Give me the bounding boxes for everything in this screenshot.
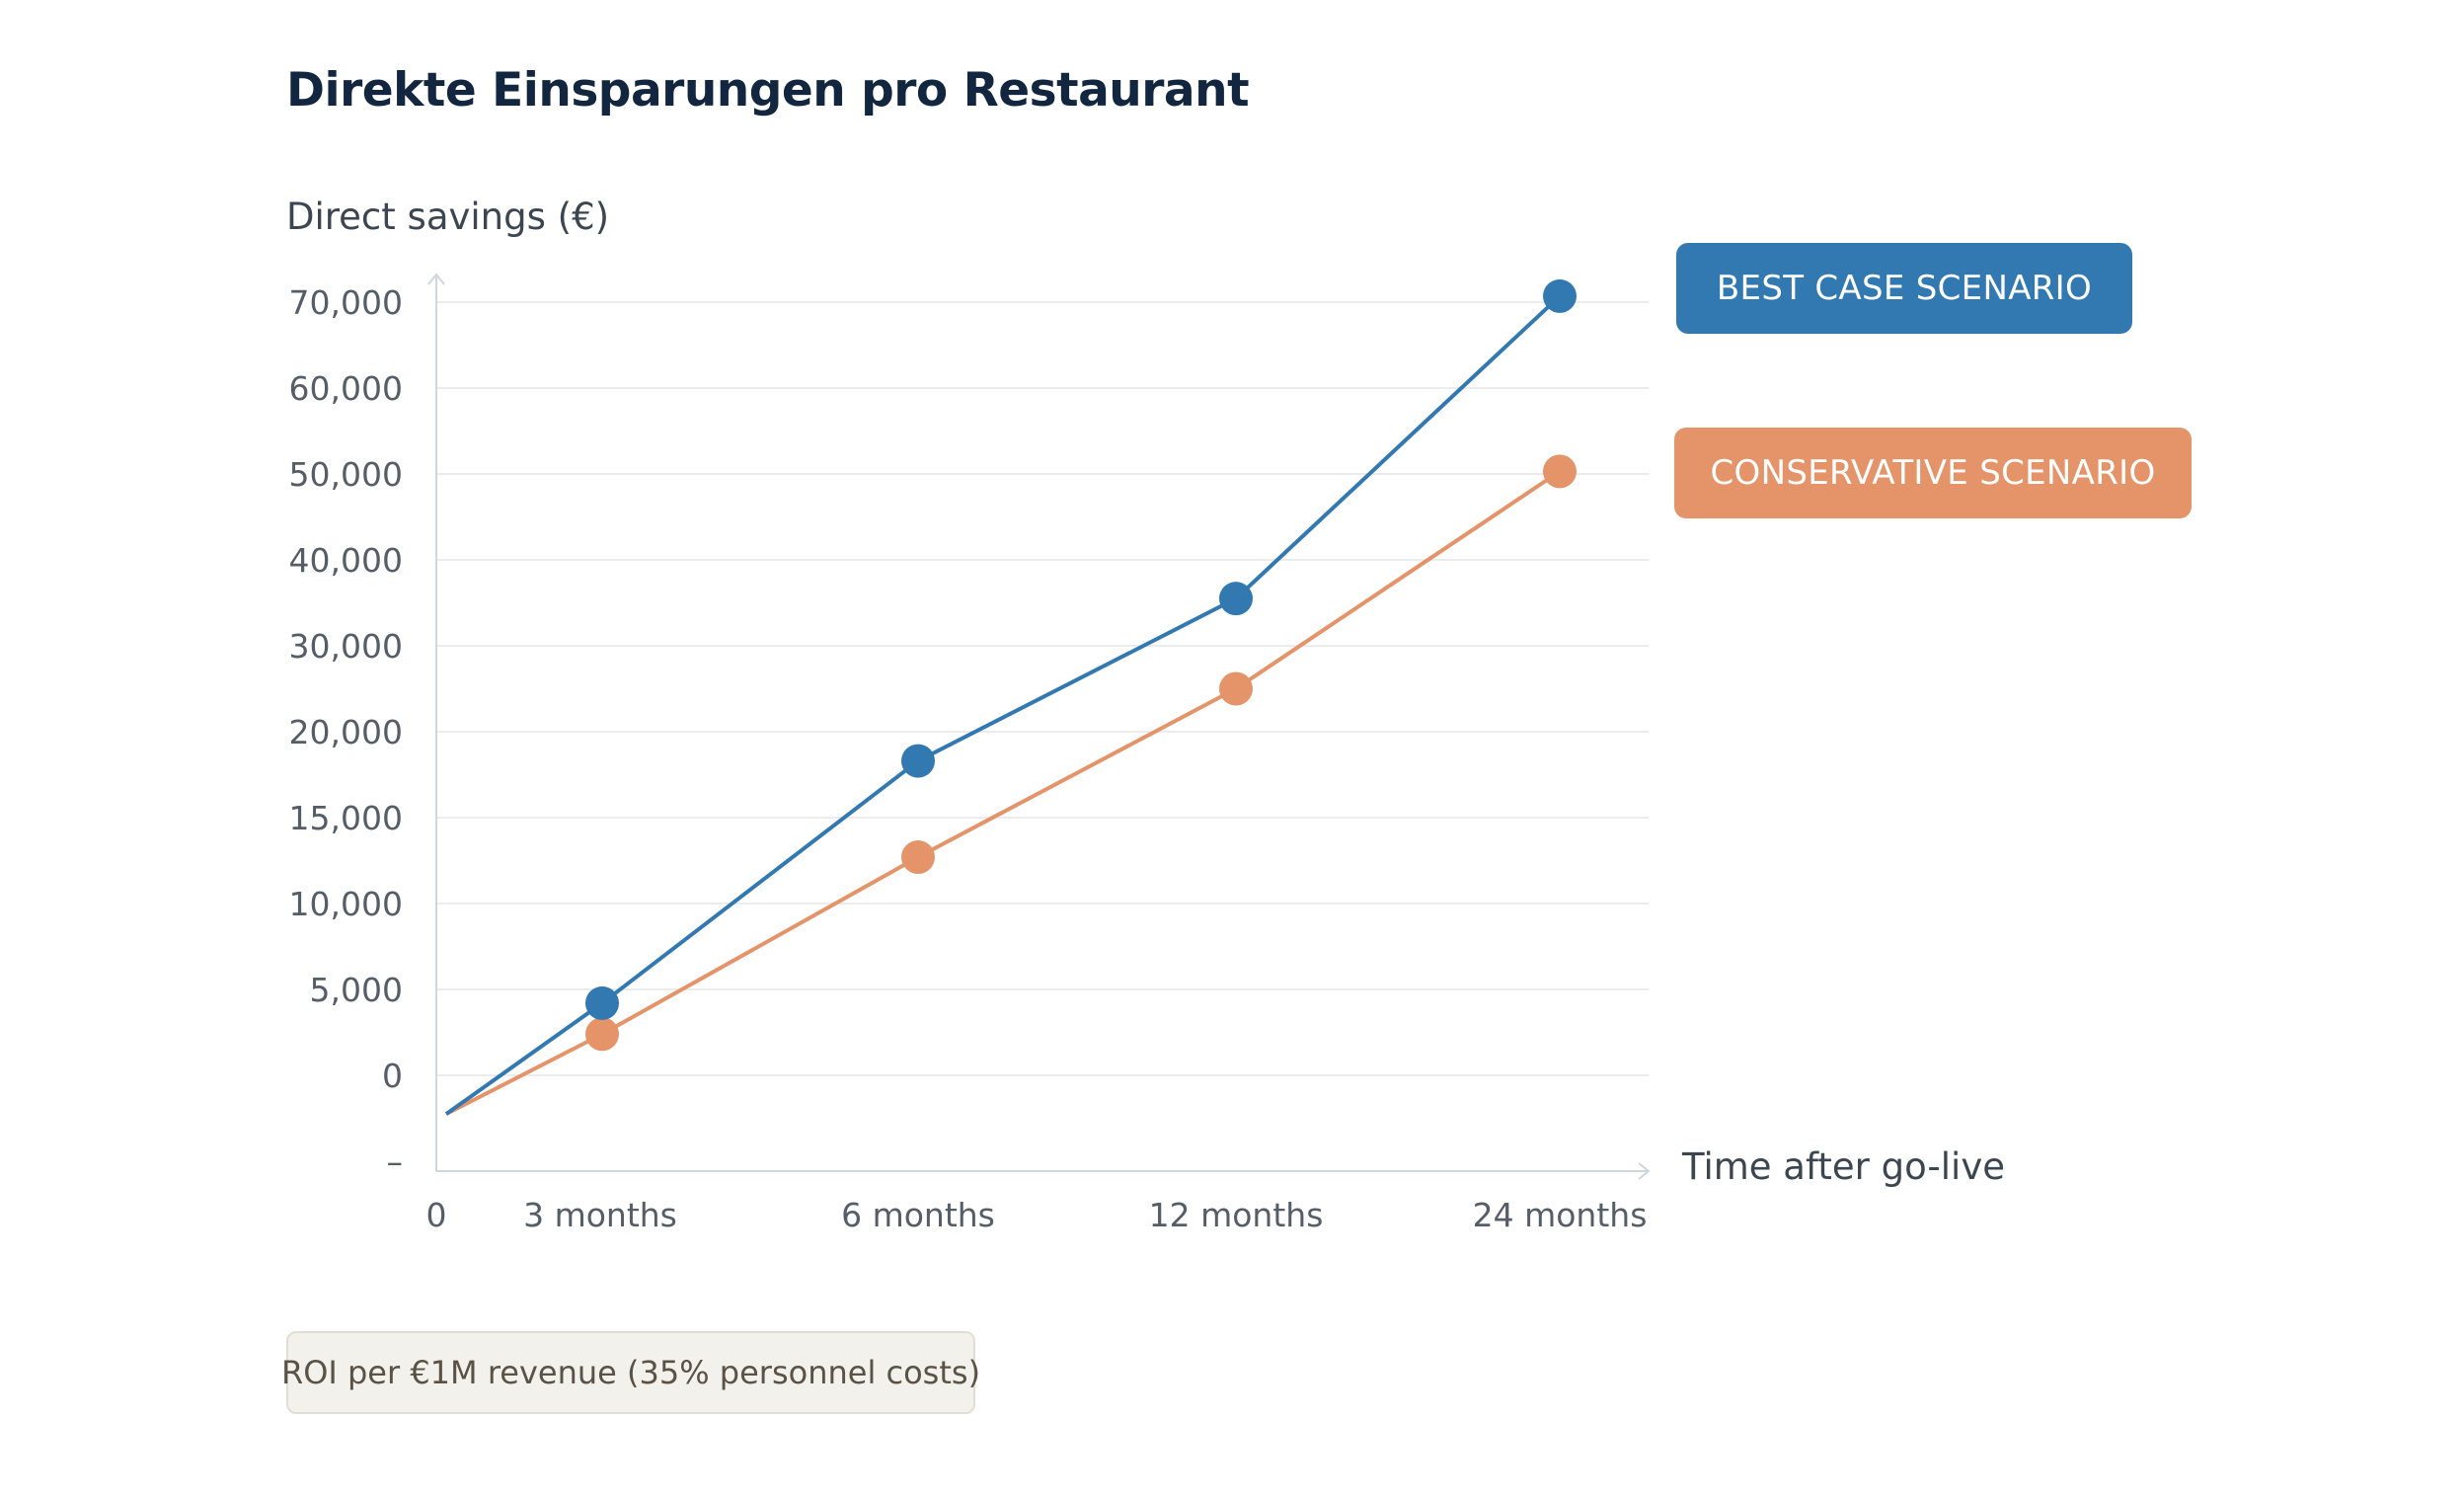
x-tick-label: 24 months: [1473, 1196, 1648, 1234]
legend-conservative: CONSERVATIVE SCENARIO: [1674, 428, 2192, 518]
y-tick-label: 30,000: [289, 627, 403, 666]
x-axis-title: Time after go-live: [1682, 1145, 2005, 1188]
y-tick-label: 20,000: [289, 713, 403, 751]
y-tick-label: 5,000: [310, 971, 403, 1009]
legend-conservative-label: CONSERVATIVE SCENARIO: [1710, 453, 2156, 493]
x-tick-label: 12 months: [1149, 1196, 1324, 1234]
x-tick-label: 6 months: [841, 1196, 995, 1234]
y-tick-label: 10,000: [289, 885, 403, 923]
grid-lines: [436, 301, 1649, 1076]
data-point: [585, 1017, 619, 1052]
data-point: [1543, 278, 1577, 313]
series-layer: [444, 278, 1577, 1116]
x-axis-arrow: [1638, 1162, 1651, 1180]
axes: [427, 273, 1651, 1180]
data-point: [585, 985, 619, 1020]
tick-labels: 70,000 60,000 50,000 40,000 30,000 20,000 15,0…: [289, 283, 1648, 1234]
y-tick-label: 0: [382, 1057, 403, 1095]
legend-best-case: BEST CASE SCENARIO: [1676, 243, 2132, 334]
data-point: [1219, 671, 1253, 706]
page-title: Direkte Einsparungen pro Restaurant: [286, 63, 1250, 118]
series-line: [445, 469, 1562, 1116]
y-tick-label: 60,000: [289, 369, 403, 408]
legend-best-case-label: BEST CASE SCENARIO: [1716, 269, 2093, 308]
data-point: [901, 840, 935, 875]
roi-note-text: ROI per €1M revenue (35% personnel costs…: [280, 1354, 981, 1391]
y-axis-arrow: [427, 273, 445, 285]
y-axis-title: Direct savings (€): [286, 196, 610, 238]
y-tick-label: 50,000: [289, 455, 403, 494]
data-point: [1543, 454, 1577, 489]
x-tick-label: 0: [426, 1196, 447, 1234]
y-tick-label: 40,000: [289, 541, 403, 580]
x-tick-label: 3 months: [523, 1196, 677, 1234]
data-point: [1219, 582, 1253, 616]
y-tick-label: –: [387, 1142, 404, 1181]
data-point: [901, 744, 935, 778]
roi-note: ROI per €1M revenue (35% personnel costs…: [281, 1331, 980, 1414]
y-tick-label: 70,000: [289, 283, 403, 322]
y-tick-label: 15,000: [289, 799, 403, 837]
